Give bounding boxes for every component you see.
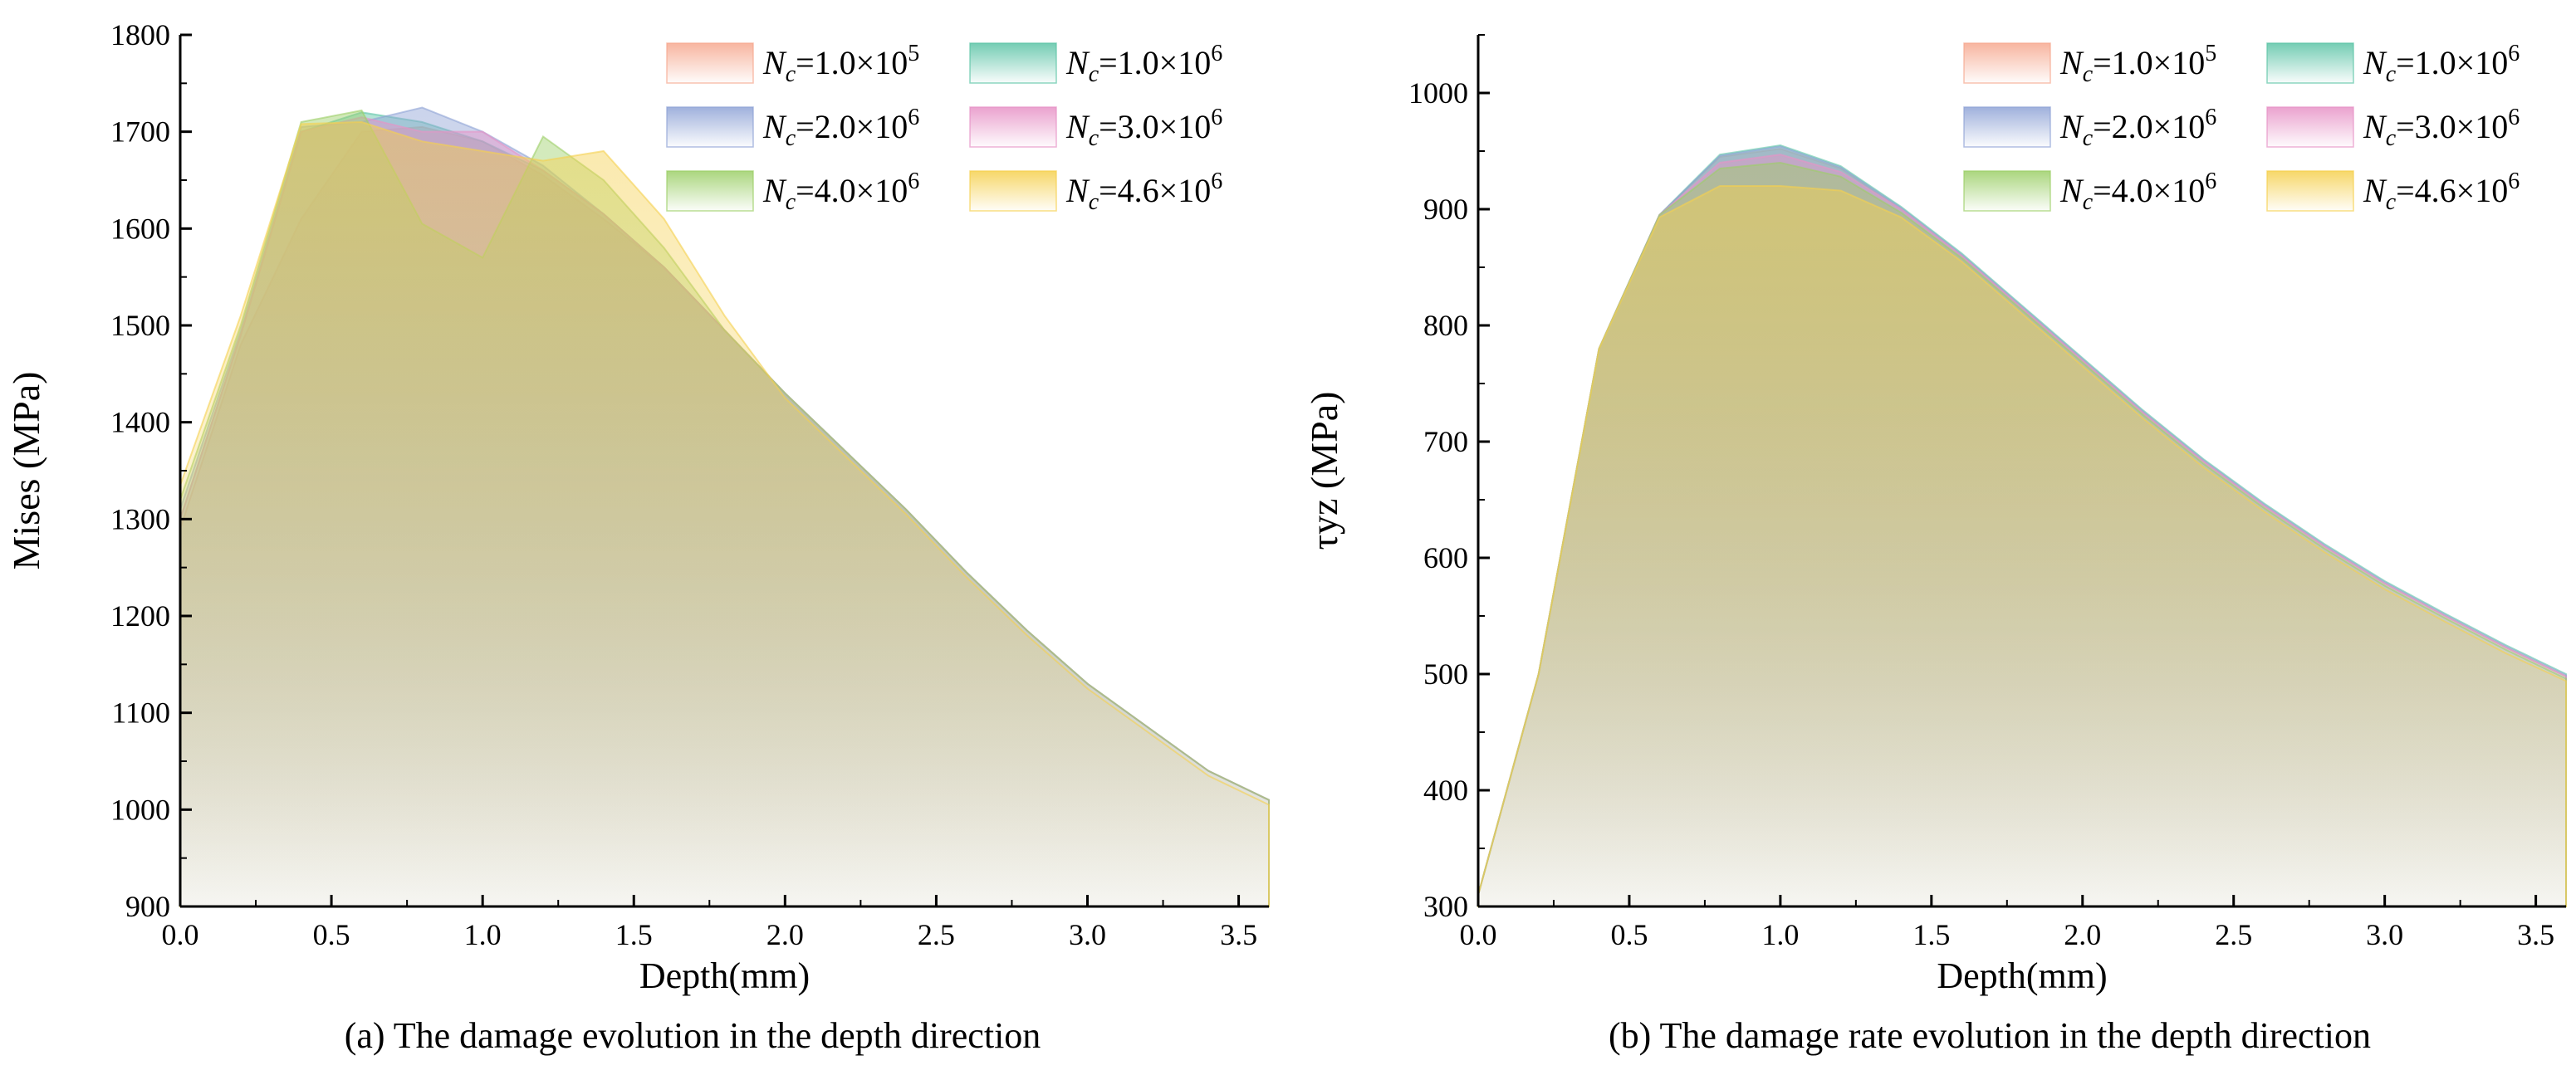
legend-swatch-2: [666, 106, 754, 148]
y-tick-label: 1800: [110, 18, 170, 51]
legend-label-4: Nc=4.0×106: [2059, 169, 2216, 215]
legend-label-4: Nc=4.0×106: [762, 169, 919, 215]
x-tick-label: 3.5: [1220, 918, 1257, 951]
x-tick-label: 1.0: [1761, 918, 1799, 951]
y-tick-label: 1700: [110, 115, 170, 149]
x-axis-label: Depth(mm): [1937, 955, 2107, 996]
chart-panel-b: 0.0 0.5 1.0 1.5 2.0 2.5 3.0 3.5 300 400 500 600 700 8…: [1303, 34, 2567, 996]
y-tick-label: 900: [1423, 193, 1468, 226]
y-tick-label: 1000: [1408, 76, 1468, 110]
legend: Nc=1.0×105 Nc=1.0×106 Nc=2.0×106 Nc=3.0×106…: [666, 41, 1222, 215]
legend-label-3: Nc=3.0×106: [2363, 105, 2520, 151]
legend-label-2: Nc=2.0×106: [762, 105, 919, 151]
legend-swatch-3: [969, 106, 1057, 148]
legend-swatch-2: [1963, 106, 2051, 148]
legend-swatch-5: [2266, 170, 2354, 212]
legend-swatch-0: [1963, 42, 2051, 84]
caption-a: (a) The damage evolution in the depth di…: [344, 1015, 1041, 1056]
x-tick-label: 3.0: [1069, 918, 1106, 951]
x-tick-label: 0.5: [313, 918, 350, 951]
legend-swatch-0: [666, 42, 754, 84]
x-tick-label: 2.0: [2064, 918, 2101, 951]
x-tick-label: 3.5: [2517, 918, 2554, 951]
legend-label-5: Nc=4.6×106: [2363, 169, 2520, 215]
legend-label-2: Nc=2.0×106: [2059, 105, 2216, 151]
y-tick-label: 1200: [110, 599, 170, 633]
series-area-5: [179, 120, 1270, 907]
series-area-5: [1477, 185, 2567, 907]
legend-label-3: Nc=3.0×106: [1065, 105, 1222, 151]
legend-label-1: Nc=1.0×106: [1065, 41, 1222, 87]
y-tick-label: 1300: [110, 502, 170, 535]
legend-swatch-4: [666, 170, 754, 212]
x-tick-label: 0.5: [1610, 918, 1648, 951]
legend-swatch-3: [2266, 106, 2354, 148]
x-tick-label: 0.0: [162, 918, 199, 951]
y-tick-label: 500: [1423, 657, 1468, 691]
x-tick-label: 3.0: [2366, 918, 2403, 951]
legend-label-0: Nc=1.0×105: [2059, 41, 2216, 87]
x-axis-label: Depth(mm): [639, 955, 810, 996]
x-tick-label: 2.5: [2215, 918, 2252, 951]
legend: Nc=1.0×105 Nc=1.0×106 Nc=2.0×106 Nc=3.0×106…: [1963, 41, 2520, 215]
y-tick-label: 1100: [111, 696, 170, 730]
legend-swatch-4: [1963, 170, 2051, 212]
y-tick-label: 800: [1423, 309, 1468, 342]
y-tick-label: 1500: [110, 309, 170, 342]
x-tick-label: 2.5: [918, 918, 955, 951]
series-areas: [1477, 144, 2567, 907]
y-tick-label: 900: [125, 890, 170, 923]
y-tick-label: 300: [1423, 890, 1468, 923]
series-areas: [179, 106, 1270, 907]
legend-swatch-1: [2266, 42, 2354, 84]
y-tick-label: 400: [1423, 774, 1468, 807]
legend-label-1: Nc=1.0×106: [2363, 41, 2520, 87]
legend-label-0: Nc=1.0×105: [762, 41, 919, 87]
legend-swatch-1: [969, 42, 1057, 84]
caption-b: (b) The damage rate evolution in the dep…: [1609, 1015, 2371, 1056]
y-tick-label: 1400: [110, 406, 170, 439]
y-tick-label: 600: [1423, 541, 1468, 574]
y-axis-label: Mises (MPa): [5, 372, 47, 570]
x-tick-label: 1.5: [615, 918, 653, 951]
y-axis-label: τyz (MPa): [1303, 392, 1345, 550]
legend-label-5: Nc=4.6×106: [1065, 169, 1222, 215]
chart-panel-a: 0.0 0.5 1.0 1.5 2.0 2.5 3.0 3.5 900 1000 1100 1200 1…: [5, 18, 1270, 996]
x-tick-label: 1.0: [464, 918, 502, 951]
x-tick-label: 1.5: [1912, 918, 1950, 951]
legend-swatch-5: [969, 170, 1057, 212]
x-tick-label: 2.0: [766, 918, 804, 951]
y-tick-label: 1000: [110, 793, 170, 826]
x-tick-label: 0.0: [1460, 918, 1497, 951]
y-tick-label: 1600: [110, 212, 170, 245]
y-tick-label: 700: [1423, 425, 1468, 458]
